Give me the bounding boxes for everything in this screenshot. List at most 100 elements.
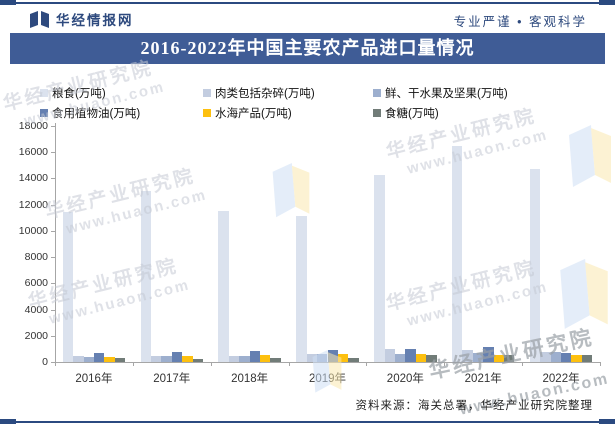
bar-2017年-食糖(万吨) xyxy=(192,358,203,362)
bar-2017年-水海产品(万吨) xyxy=(182,356,193,362)
bar-2019年-食糖(万吨) xyxy=(348,357,359,362)
bar-2020年-食糖(万吨) xyxy=(426,355,437,362)
bar-2020年-肉类包括杂碎(万吨) xyxy=(384,349,395,362)
y-axis-label: 0 xyxy=(42,356,48,368)
x-axis-label: 2016年 xyxy=(75,373,113,385)
legend-label: 食用植物油(万吨) xyxy=(52,108,141,120)
x-axis-tick xyxy=(210,362,212,366)
legend-item: 水海产品(万吨) xyxy=(203,106,373,120)
bar-2020年-水海产品(万吨) xyxy=(415,354,427,362)
legend-label: 食糖(万吨) xyxy=(385,108,439,120)
bar-2022年-粮食(万吨) xyxy=(529,169,541,362)
bar-2019年-粮食(万吨) xyxy=(296,215,307,362)
bottom-border-right-cap xyxy=(599,419,615,424)
bar-2019年-鲜、干水果及坚果(万吨) xyxy=(317,354,328,362)
legend-item: 肉类包括杂碎(万吨) xyxy=(203,86,373,100)
bar-2018年-食糖(万吨) xyxy=(270,358,281,362)
chart-title: 2016-2022年中国主要农产品进口量情况 xyxy=(140,38,475,58)
legend-label: 水海产品(万吨) xyxy=(215,108,292,120)
bar-2017年-肉类包括杂碎(万吨) xyxy=(150,356,162,362)
legend-marker xyxy=(40,109,48,117)
bar-2017年-鲜、干水果及坚果(万吨) xyxy=(161,356,172,362)
legend-item: 鲜、干水果及坚果(万吨) xyxy=(373,86,600,100)
legend-marker xyxy=(40,89,48,97)
bar-2021年-肉类包括杂碎(万吨) xyxy=(462,349,473,362)
x-axis-label: 2017年 xyxy=(153,373,191,385)
bar-2018年-鲜、干水果及坚果(万吨) xyxy=(239,355,250,362)
legend-item: 食糖(万吨) xyxy=(373,106,600,120)
bar-2018年-水海产品(万吨) xyxy=(260,355,271,362)
x-axis-label: 2018年 xyxy=(231,373,269,385)
bar-2022年-食糖(万吨) xyxy=(581,355,593,362)
bar-2021年-食用植物油(万吨) xyxy=(483,347,494,362)
x-axis-label: 2022年 xyxy=(542,373,580,385)
brand-name: 华经情报网 xyxy=(56,13,134,28)
bar-2020年-鲜、干水果及坚果(万吨) xyxy=(394,353,406,362)
x-axis-label: 2019年 xyxy=(308,373,347,385)
y-axis-tick xyxy=(51,152,55,154)
y-axis-label: 8000 xyxy=(24,251,48,264)
x-axis-tick xyxy=(444,362,446,366)
bar-2016年-肉类包括杂碎(万吨) xyxy=(73,355,84,362)
y-axis-tick xyxy=(51,230,55,232)
legend-marker xyxy=(203,89,211,97)
bar-2021年-鲜、干水果及坚果(万吨) xyxy=(472,352,484,362)
y-axis-tick xyxy=(51,178,55,180)
legend-marker xyxy=(373,89,381,97)
y-axis-label: 12000 xyxy=(18,198,48,211)
y-axis-label: 10000 xyxy=(18,224,48,237)
y-axis-label: 2000 xyxy=(24,329,48,342)
legend-label: 肉类包括杂碎(万吨) xyxy=(215,88,315,100)
x-axis-tick xyxy=(55,362,56,366)
legend: 粮食(万吨) 肉类包括杂碎(万吨) 鲜、干水果及坚果(万吨) 食用植物油(万吨) 水海产… xyxy=(40,86,600,120)
bar-2017年-粮食(万吨) xyxy=(140,190,151,362)
y-axis-tick xyxy=(51,283,55,285)
y-axis-label: 6000 xyxy=(24,277,48,290)
bar-2020年-食用植物油(万吨) xyxy=(405,348,416,362)
bottom-border-left-cap xyxy=(0,419,16,424)
bar-2018年-食用植物油(万吨) xyxy=(249,351,261,362)
top-border-right-cap xyxy=(599,0,615,5)
bar-2016年-水海产品(万吨) xyxy=(104,356,115,362)
bar-2018年-肉类包括杂碎(万吨) xyxy=(228,356,240,362)
bar-2020年-粮食(万吨) xyxy=(374,175,385,362)
book-logo-icon xyxy=(30,10,49,28)
y-axis-line xyxy=(55,123,56,362)
source-note: 资料来源：海关总署，华经产业研究院整理 xyxy=(355,400,593,412)
x-axis-label: 2021年 xyxy=(464,373,502,385)
y-axis-tick xyxy=(51,335,55,337)
y-axis-tick xyxy=(51,309,55,311)
top-border-line xyxy=(0,2,615,4)
bar-2019年-肉类包括杂碎(万吨) xyxy=(306,353,318,362)
bar-2021年-粮食(万吨) xyxy=(452,146,463,362)
bar-2018年-粮食(万吨) xyxy=(218,210,229,362)
x-axis-tick xyxy=(600,362,601,366)
top-border-left-cap xyxy=(0,0,16,5)
bar-2016年-粮食(万吨) xyxy=(62,211,74,362)
x-axis-tick xyxy=(522,362,524,366)
y-axis-tick xyxy=(51,362,55,363)
legend-label: 粮食(万吨) xyxy=(52,88,106,100)
x-axis-label: 2020年 xyxy=(386,373,424,385)
bar-2021年-水海产品(万吨) xyxy=(493,354,504,362)
x-axis-line xyxy=(55,362,601,363)
bottom-border-line xyxy=(0,421,615,423)
bar-2022年-鲜、干水果及坚果(万吨) xyxy=(550,352,562,362)
x-axis-tick xyxy=(132,362,134,366)
legend-marker xyxy=(373,109,381,117)
y-axis-tick xyxy=(51,204,55,206)
y-axis-label: 14000 xyxy=(18,172,48,185)
x-axis-tick xyxy=(366,362,368,366)
chart-title-banner: 2016-2022年中国主要农产品进口量情况 xyxy=(10,33,605,64)
bar-2016年-食糖(万吨) xyxy=(114,357,126,362)
bar-2016年-鲜、干水果及坚果(万吨) xyxy=(83,357,94,362)
bar-2022年-食用植物油(万吨) xyxy=(561,353,572,362)
header: 华经情报网 专业严谨 • 客观科学 xyxy=(0,4,615,32)
legend-marker xyxy=(203,109,211,117)
header-tagline: 专业严谨 • 客观科学 xyxy=(453,15,587,29)
x-axis-tick xyxy=(288,362,290,366)
bar-2016年-食用植物油(万吨) xyxy=(93,352,105,362)
legend-item: 食用植物油(万吨) xyxy=(40,106,203,120)
